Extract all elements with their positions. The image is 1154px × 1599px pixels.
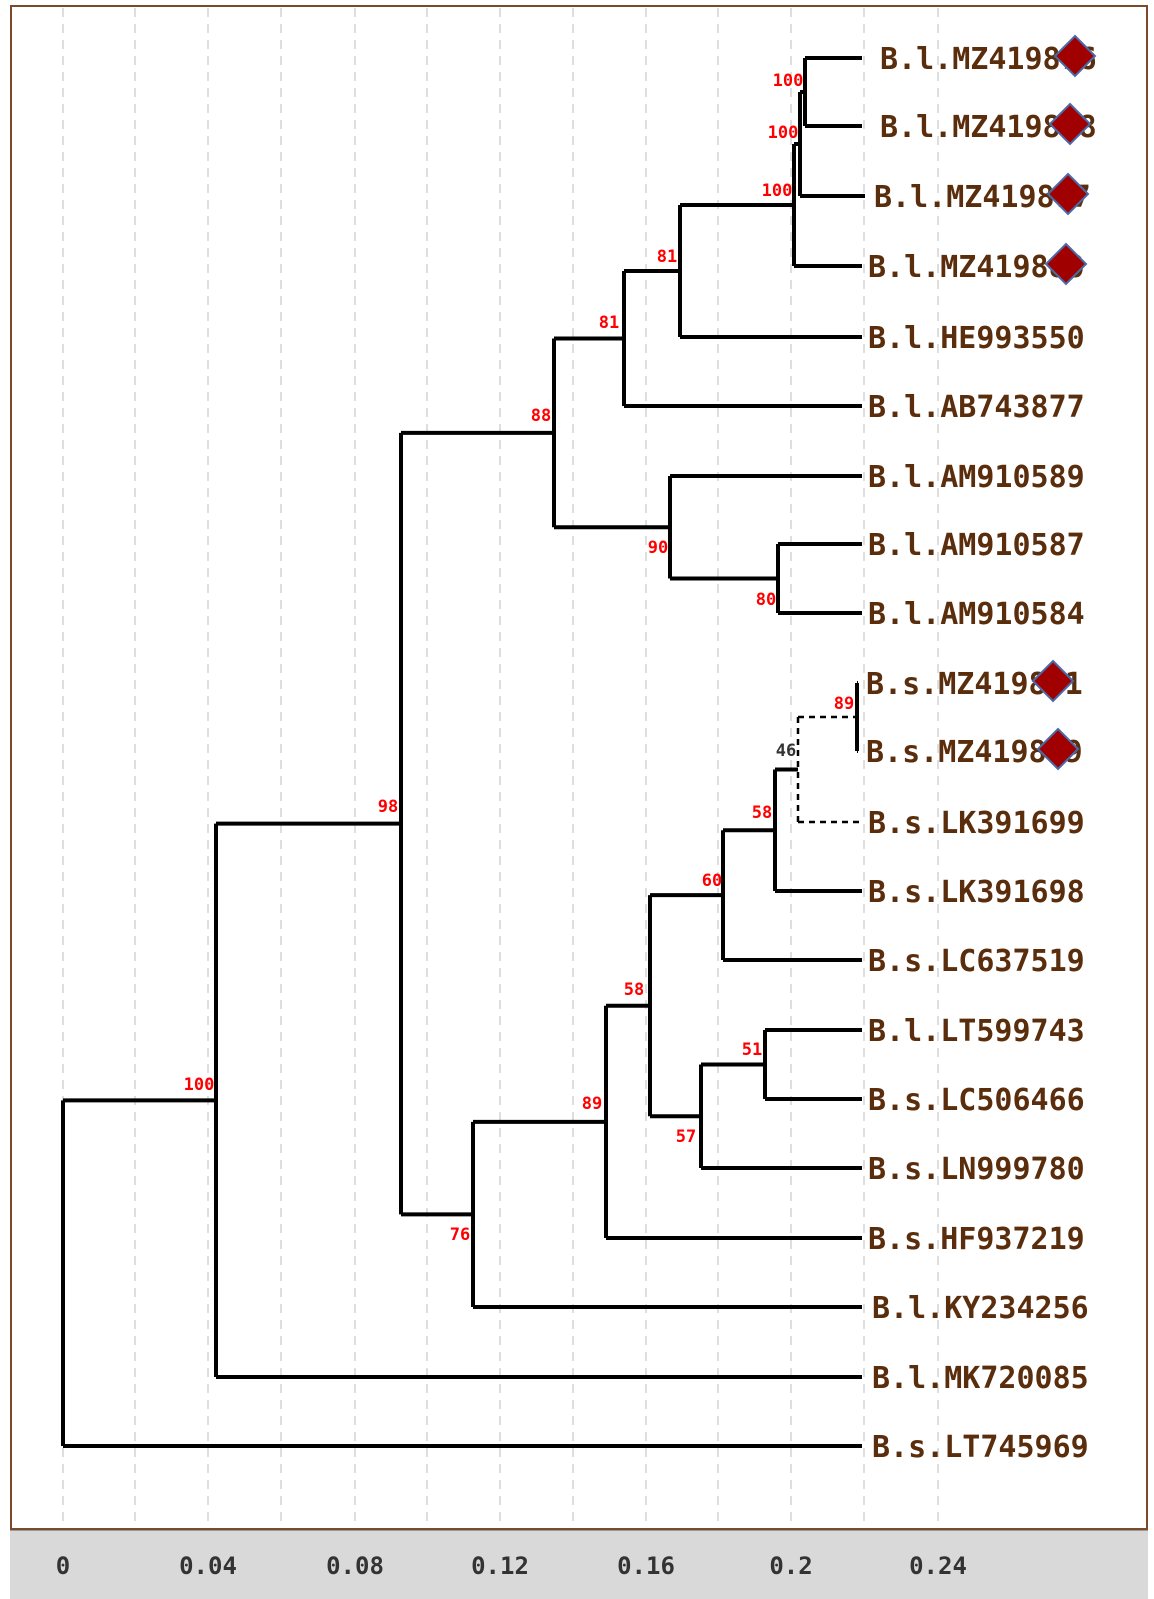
bootstrap-value: 90 — [648, 538, 668, 558]
bootstrap-value: 100 — [768, 123, 799, 143]
leaf-label: B.s.LN999780 — [868, 1152, 1085, 1187]
leaf-label: B.s.HF937219 — [868, 1222, 1085, 1257]
bootstrap-value: 80 — [756, 590, 776, 610]
bootstrap-value: 58 — [752, 803, 772, 823]
leaf-label: B.s.LK391698 — [868, 875, 1085, 910]
leaf-label: B.l.HE993550 — [868, 321, 1085, 356]
bootstrap-value: 60 — [702, 871, 722, 891]
leaf-label: B.s.LT745969 — [872, 1430, 1089, 1465]
tree-frame — [10, 5, 1148, 1530]
grid-lines — [62, 8, 939, 1528]
bootstrap-value: 57 — [676, 1127, 696, 1147]
tree-branches — [61, 56, 865, 1448]
leaf-label: B.s.LC506466 — [868, 1083, 1085, 1118]
bootstrap-value: 81 — [657, 247, 677, 267]
leaf-label: B.l.AM910584 — [868, 597, 1085, 632]
bootstrap-value: 76 — [450, 1225, 470, 1245]
bootstrap-values: 100 100 100 81 81 80 90 88 89 46 58 60 51 57 58 89 76 98 1… — [184, 71, 855, 1245]
bootstrap-value: 89 — [582, 1094, 602, 1114]
bootstrap-value: 46 — [776, 741, 796, 761]
sample-diamond-marker — [1044, 242, 1088, 286]
leaf-label: B.l.AB743877 — [868, 390, 1085, 425]
sample-markers — [1031, 34, 1097, 771]
leaf-label: B.l.MK720085 — [872, 1361, 1089, 1396]
bootstrap-value: 89 — [834, 694, 854, 714]
axis-tick-label: 0.16 — [617, 1552, 675, 1580]
bootstrap-value: 58 — [624, 980, 644, 1000]
bootstrap-value: 81 — [599, 313, 619, 333]
axis-tick-label: 0 — [56, 1552, 70, 1580]
leaf-label: B.l.AM910587 — [868, 528, 1085, 563]
leaf-label: B.s.LK391699 — [868, 806, 1085, 841]
axis-ticks: 0 0.04 0.08 0.12 0.16 0.2 0.24 — [56, 1552, 967, 1580]
distance-axis-bar — [10, 1530, 1148, 1599]
leaf-label: B.l.KY234256 — [872, 1291, 1089, 1326]
axis-tick-label: 0.12 — [471, 1552, 529, 1580]
axis-tick-label: 0.2 — [769, 1552, 812, 1580]
leaf-label: B.l.LT599743 — [868, 1014, 1085, 1049]
bootstrap-value: 88 — [531, 406, 551, 426]
bootstrap-value: 100 — [762, 181, 793, 201]
bootstrap-value: 51 — [742, 1040, 762, 1060]
leaf-label: B.l.AM910589 — [868, 460, 1085, 495]
leaf-label: B.s.LC637519 — [868, 944, 1085, 979]
sample-diamond-marker — [1046, 172, 1090, 216]
axis-tick-label: 0.08 — [326, 1552, 384, 1580]
sample-diamond-marker — [1036, 727, 1080, 771]
bootstrap-value: 98 — [378, 797, 398, 817]
axis-tick-label: 0.24 — [909, 1552, 967, 1580]
axis-tick-label: 0.04 — [179, 1552, 237, 1580]
bootstrap-value: 100 — [773, 71, 804, 91]
sample-diamond-marker — [1053, 34, 1097, 78]
sample-diamond-marker — [1031, 659, 1075, 703]
bootstrap-value: 100 — [184, 1075, 215, 1095]
sample-diamond-marker — [1048, 102, 1092, 146]
